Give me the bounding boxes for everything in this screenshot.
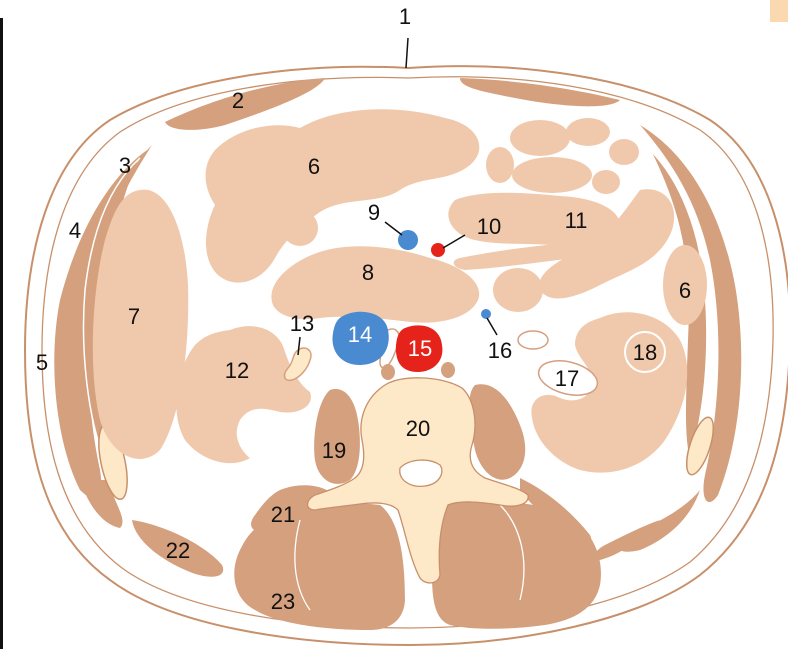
- bowel-loop-a: [510, 120, 570, 156]
- oblique-external-right: [640, 125, 742, 503]
- aorta: [395, 325, 443, 372]
- fat-pad-right: [685, 416, 715, 476]
- label-22: 22: [166, 538, 190, 563]
- structure-17b: [517, 330, 549, 350]
- label-10: 10: [477, 214, 501, 239]
- pointer-16: [486, 317, 498, 336]
- latissimus-right: [593, 520, 660, 561]
- label-14: 14: [348, 322, 372, 347]
- spinal-canal: [399, 459, 443, 487]
- label-19: 19: [322, 438, 346, 463]
- label-20: 20: [406, 416, 430, 441]
- oblique-external-left: [54, 148, 150, 499]
- pancreas: [271, 246, 480, 323]
- label-18: 18: [633, 340, 657, 365]
- label-5: 5: [36, 350, 48, 375]
- bowel-loop-f: [592, 170, 620, 194]
- label-11: 11: [565, 208, 588, 233]
- skin-outline: [23, 65, 788, 647]
- label-23: 23: [271, 589, 295, 614]
- colon-right: [663, 245, 707, 325]
- psoas-right: [469, 384, 526, 480]
- splenic-artery: [431, 243, 445, 257]
- label-4: 4: [69, 218, 81, 243]
- renal-vein-left: [481, 309, 491, 319]
- liver: [92, 189, 189, 459]
- crus-right: [441, 362, 455, 378]
- label-6-colon: 6: [308, 154, 320, 179]
- portal-vein: [398, 230, 418, 250]
- label-21: 21: [271, 502, 295, 527]
- pointer-1: [405, 37, 409, 69]
- bowel-loop-b: [566, 118, 610, 146]
- label-8: 8: [362, 260, 374, 285]
- erector-spinae-right: [432, 500, 601, 629]
- latissimus-left: [132, 520, 224, 577]
- bowel-loop-c: [609, 139, 639, 165]
- pancreas-tail: [453, 242, 586, 270]
- label-17: 17: [555, 366, 579, 391]
- structure-17: [537, 360, 599, 396]
- label-9: 9: [368, 200, 380, 225]
- corner-tab: [770, 0, 788, 22]
- label-7: 7: [128, 304, 140, 329]
- label-12: 12: [225, 358, 249, 383]
- descending-colon-loop: [539, 189, 675, 299]
- bowel-loop-d: [486, 147, 514, 183]
- left-kidney: [531, 312, 688, 473]
- pointer-9: [384, 221, 403, 236]
- label-15: 15: [408, 336, 432, 361]
- erector-spinae-left: [234, 503, 405, 630]
- label-6-right: 6: [679, 278, 691, 303]
- erector-divider-left: [294, 519, 311, 611]
- crus-left: [381, 364, 395, 380]
- renal-pelvis: [624, 331, 666, 373]
- label-13: 13: [290, 311, 314, 336]
- psoas-left: [314, 389, 360, 484]
- transverse-colon: [205, 109, 480, 283]
- pointer-13: [297, 336, 301, 356]
- pointer-10: [442, 234, 466, 249]
- rectus-left: [165, 78, 325, 130]
- bowel-loop-e: [512, 157, 592, 193]
- label-3: 3: [119, 153, 131, 178]
- jejunum: [448, 192, 621, 248]
- label-2: 2: [232, 88, 244, 113]
- left-edge-bar: [0, 18, 3, 649]
- adrenal-right: [283, 347, 312, 382]
- inferior-vena-cava: [332, 311, 389, 365]
- colon-fragment: [282, 210, 318, 246]
- bowel-loop-g: [493, 268, 543, 312]
- rectus-right: [460, 78, 620, 107]
- label-16: 16: [488, 338, 512, 363]
- erector-divider-right: [499, 504, 525, 601]
- right-kidney: [176, 326, 311, 464]
- label-1: 1: [399, 4, 411, 29]
- fascia-outline: [41, 76, 774, 629]
